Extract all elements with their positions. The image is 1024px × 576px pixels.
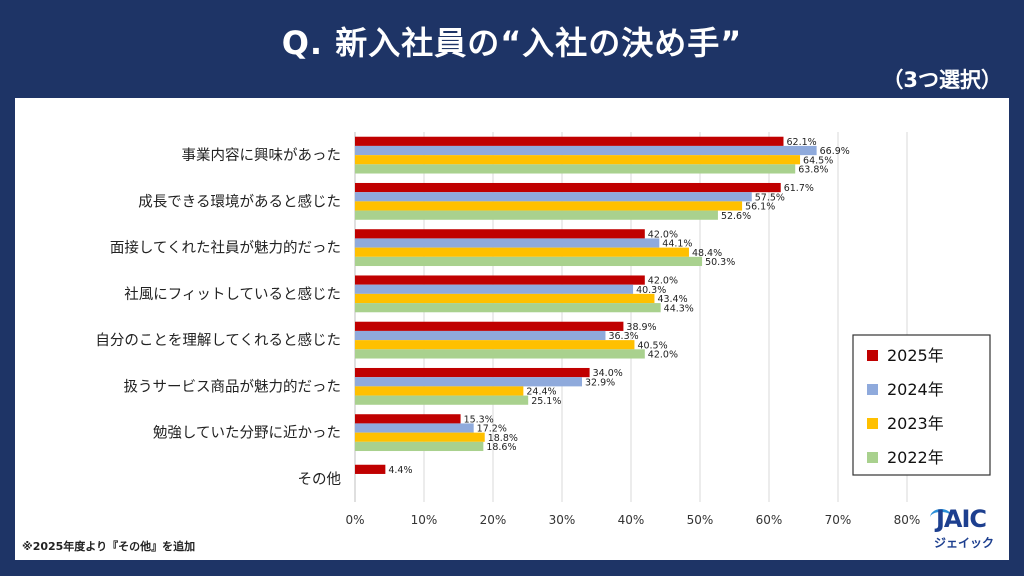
bar xyxy=(355,395,529,405)
bar xyxy=(355,238,660,248)
company-logo: JAIC ジェイック xyxy=(928,505,1002,553)
data-label: 24.4% xyxy=(526,387,556,398)
bar xyxy=(355,423,474,433)
bar xyxy=(355,303,661,313)
category-label: 面接してくれた社員が魅力的だった xyxy=(110,240,341,257)
bar xyxy=(355,275,645,285)
x-tick-label: 70% xyxy=(825,513,852,527)
bar xyxy=(355,229,645,239)
data-label: 38.9% xyxy=(626,322,656,333)
data-label: 42.0% xyxy=(648,276,678,287)
bar xyxy=(355,182,781,193)
bar xyxy=(355,284,634,294)
data-label: 43.4% xyxy=(657,294,687,305)
bar xyxy=(355,340,635,350)
bar xyxy=(355,367,590,378)
bar xyxy=(355,386,524,396)
data-label: 32.9% xyxy=(585,377,615,388)
x-tick-label: 40% xyxy=(618,513,645,527)
category-label: 自分のことを理解してくれると感じた xyxy=(95,332,341,349)
bar xyxy=(355,414,461,424)
data-label: 17.2% xyxy=(477,424,507,435)
data-label: 44.1% xyxy=(662,239,692,250)
data-label: 15.3% xyxy=(464,414,494,425)
bar xyxy=(355,321,624,331)
data-label: 44.3% xyxy=(664,303,694,314)
data-label: 63.8% xyxy=(798,165,828,176)
x-tick-label: 0% xyxy=(345,513,364,527)
bar xyxy=(355,164,796,174)
bar xyxy=(355,293,655,304)
data-label: 62.1% xyxy=(786,137,816,148)
bar-chart: 0% 10% 20% 30% 40% 50% 60% 70% 80% 事業内容に興味があった 62.… xyxy=(95,132,991,527)
data-label: 50.3% xyxy=(705,257,735,268)
x-tick-label: 60% xyxy=(756,513,783,527)
data-label: 48.4% xyxy=(692,248,722,259)
bar xyxy=(355,256,703,267)
x-tick-label: 10% xyxy=(411,513,438,527)
bar xyxy=(355,155,801,165)
data-label: 18.8% xyxy=(488,433,518,444)
data-label: 52.6% xyxy=(721,211,751,222)
page-title: Q. 新入社員の“入社の決め手” xyxy=(281,24,743,62)
bar xyxy=(355,210,718,220)
bar xyxy=(355,377,583,387)
bar xyxy=(355,201,743,211)
data-label: 64.5% xyxy=(803,155,833,166)
bar xyxy=(355,145,817,156)
data-label: 36.3% xyxy=(608,331,638,342)
bar xyxy=(355,464,386,474)
legend-label: 2022年 xyxy=(887,448,944,467)
category-label: 事業内容に興味があった xyxy=(182,147,342,164)
bar xyxy=(355,432,485,442)
category-label: 社風にフィットしていると感じた xyxy=(124,286,341,303)
data-label: 18.6% xyxy=(486,442,516,453)
legend-swatch xyxy=(867,418,878,429)
x-tick-label: 20% xyxy=(480,513,507,527)
bar xyxy=(355,349,645,359)
logo-main-text: JAIC xyxy=(936,505,987,533)
legend-swatch xyxy=(867,350,878,361)
legend-swatch xyxy=(867,452,878,463)
chart-panel: 0% 10% 20% 30% 40% 50% 60% 70% 80% 事業内容に興味があった 62.… xyxy=(15,98,1009,560)
data-label: 40.5% xyxy=(637,340,667,351)
data-label: 42.0% xyxy=(648,350,678,361)
data-label: 66.9% xyxy=(820,146,850,157)
bar xyxy=(355,192,752,202)
data-label: 57.5% xyxy=(755,192,785,203)
bar xyxy=(355,441,484,452)
x-tick-label: 80% xyxy=(894,513,921,527)
logo-arc-icon xyxy=(930,509,952,526)
legend-label: 2024年 xyxy=(887,380,944,399)
bar xyxy=(355,330,606,341)
legend-label: 2023年 xyxy=(887,414,944,433)
category-label: 扱うサービス商品が魅力的だった xyxy=(124,378,342,395)
category-label: 勉強していた分野に近かった xyxy=(153,425,341,442)
bar xyxy=(355,247,689,257)
x-tick-label: 30% xyxy=(549,513,576,527)
page-subtitle: （3つ選択） xyxy=(882,68,1002,92)
bar xyxy=(355,136,784,146)
x-tick-label: 50% xyxy=(687,513,714,527)
category-label: 成長できる環境があると感じた xyxy=(138,192,341,210)
category-label: その他 xyxy=(298,471,342,488)
logo-sub-text: ジェイック xyxy=(934,536,995,550)
data-label: 34.0% xyxy=(593,368,623,379)
data-label: 61.7% xyxy=(784,183,814,194)
data-label: 40.3% xyxy=(636,285,666,296)
data-label: 56.1% xyxy=(745,202,775,213)
legend-label: 2025年 xyxy=(887,346,944,365)
footnote: ※2025年度より『その他』を追加 xyxy=(22,540,196,553)
data-label: 25.1% xyxy=(531,396,561,407)
data-label: 42.0% xyxy=(648,229,678,240)
legend-swatch xyxy=(867,384,878,395)
data-label: 4.4% xyxy=(388,465,412,476)
